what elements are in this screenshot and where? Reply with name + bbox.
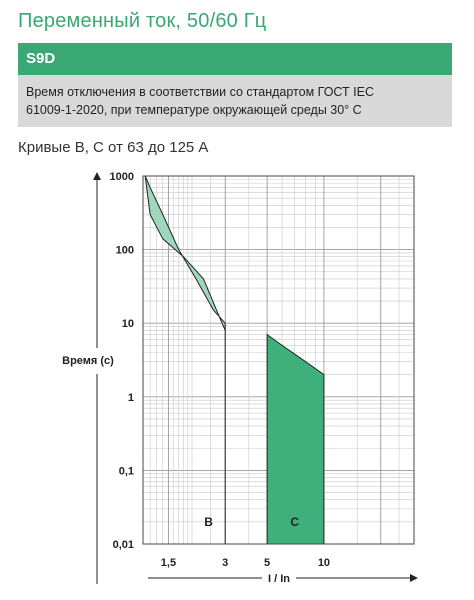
trip-curve-chart: 1000 100 10 1 0,1 0,01 1,5 3 5 10 B C Время (с) I…	[62, 171, 418, 585]
chart-subtitle: Кривые B, C от 63 до 125 А	[18, 139, 209, 156]
x-tick-label: 5	[264, 557, 270, 569]
chart-ticks: 1000 100 10 1 0,1 0,01 1,5 3 5 10	[110, 171, 331, 569]
y-tick-label: 100	[116, 245, 134, 257]
x-tick-label: 3	[222, 557, 228, 569]
description-box: Время отключения в соответствии со станд…	[18, 75, 452, 127]
description-line-1: Время отключения в соответствии со станд…	[26, 85, 374, 99]
description-line-2: 61009-1-2020, при температуре окружающей…	[26, 103, 362, 117]
y-tick-label: 1000	[110, 171, 134, 183]
curve-b-label: B	[204, 515, 213, 529]
chart-bands	[144, 175, 325, 545]
curve-c-label: C	[290, 515, 299, 529]
product-badge: S9D	[18, 43, 452, 75]
plot-frame	[142, 175, 415, 545]
chart-axes	[93, 172, 418, 584]
y-tick-label: 0,01	[113, 539, 134, 551]
y-tick-label: 0,1	[119, 465, 134, 477]
curve-b-band	[144, 175, 226, 544]
x-tick-label: 1,5	[161, 557, 176, 569]
x-tick-label: 10	[318, 557, 330, 569]
y-axis-label: Время (с)	[62, 355, 114, 367]
x-axis-label: I / In	[268, 573, 290, 585]
page-title: Переменный ток, 50/60 Гц	[18, 10, 267, 32]
y-tick-label: 10	[122, 318, 134, 330]
y-tick-label: 1	[128, 392, 134, 404]
